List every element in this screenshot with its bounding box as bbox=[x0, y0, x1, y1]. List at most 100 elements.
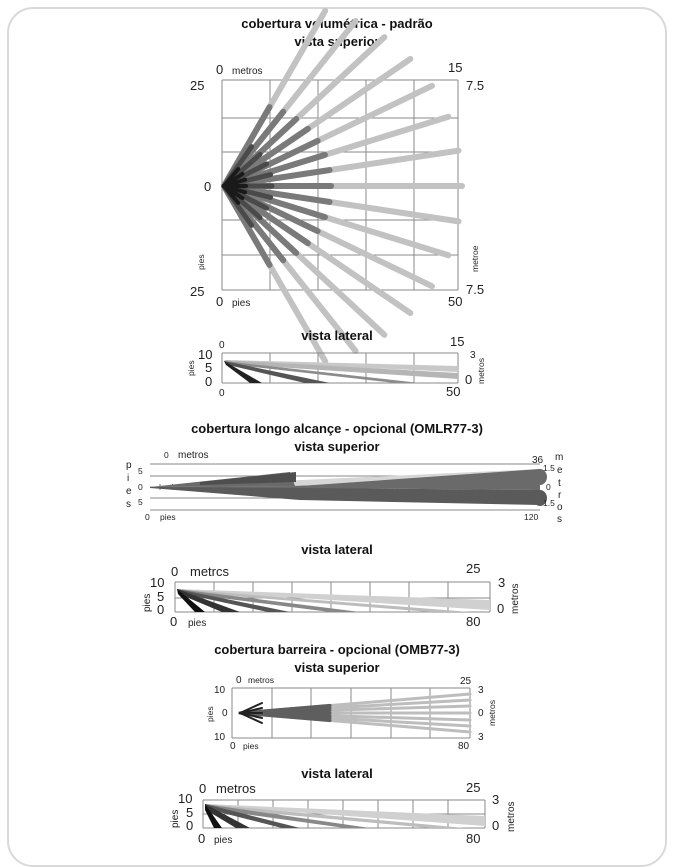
section3-top-r-mid: 0 bbox=[478, 708, 484, 719]
section2-top-left-unit: p i e s bbox=[126, 460, 132, 510]
section3-top-left-unit: pies bbox=[205, 706, 215, 722]
section3-side-left-unit: pies bbox=[170, 810, 181, 828]
section2-side-tr: 25 bbox=[466, 561, 480, 576]
section2-top-br: 120 bbox=[524, 512, 538, 522]
section1-top-right-unit: metroe bbox=[470, 245, 480, 272]
section2-side-beams bbox=[177, 589, 490, 612]
section3-side-br: 80 bbox=[466, 831, 480, 846]
section3-top-left-0: 0 bbox=[222, 708, 228, 719]
section1-top-bl-unit: pies bbox=[232, 298, 250, 309]
section3-side-tl-unit: metros bbox=[216, 781, 256, 796]
section2-side-left-unit: pies bbox=[142, 594, 153, 612]
section1-side-tr: 15 bbox=[450, 334, 464, 349]
section3-side-right-unit: metros bbox=[506, 801, 517, 832]
section3-side-subtitle: vista lateral bbox=[301, 766, 373, 781]
section2-side-tr-m: 3 bbox=[498, 575, 505, 590]
section3-title: cobertura barreira - opcional (OMB77-3) bbox=[214, 642, 460, 657]
section1-top-tl-zero: 0 bbox=[216, 62, 223, 77]
section1-top-left-unit: pies bbox=[196, 254, 206, 270]
section3-top-left-10b: 10 bbox=[214, 732, 226, 743]
section1-top-left-top: 25 bbox=[190, 78, 204, 93]
svg-text:o: o bbox=[557, 502, 563, 513]
section2-top-left-0: 0 bbox=[138, 482, 143, 492]
section3-top-br: 80 bbox=[458, 741, 470, 752]
svg-text:e: e bbox=[126, 486, 132, 497]
section1-top-tr: 15 bbox=[448, 60, 462, 75]
section3-side-beams bbox=[205, 804, 485, 828]
svg-text:t: t bbox=[558, 478, 561, 489]
section2-side-subtitle: vista lateral bbox=[301, 542, 373, 557]
section1-side-tr-m: 3 bbox=[470, 350, 476, 361]
section3-top-tl-unit: metros bbox=[248, 675, 274, 685]
section2-top-r-bot: 1.5 bbox=[543, 498, 555, 508]
section2-side-tl-unit: metrcs bbox=[190, 564, 230, 579]
section3-top-r-top: 3 bbox=[478, 685, 484, 696]
section2-side-br: 80 bbox=[466, 614, 480, 629]
section2-top-tl-unit: metros bbox=[178, 450, 209, 461]
section2-side-left-0: 0 bbox=[157, 602, 164, 617]
section1-side-tl-zero: 0 bbox=[219, 340, 225, 351]
section3-side-bl-zero: 0 bbox=[198, 831, 205, 846]
section2-title: cobertura longo alcançe - opcional (OMLR… bbox=[191, 421, 483, 436]
section3-top-r-bot: 3 bbox=[478, 732, 484, 743]
section2-side-right-unit: metros bbox=[510, 583, 521, 614]
section1-side-beams bbox=[224, 360, 458, 383]
section3-top-tl-zero: 0 bbox=[236, 675, 242, 686]
svg-text:m: m bbox=[555, 452, 563, 463]
section2-top-tl-zero: 0 bbox=[164, 450, 169, 460]
section2-top-r-top: 1.5 bbox=[543, 463, 555, 473]
section1-side-left-10: 10 bbox=[198, 347, 212, 362]
section1-top-br-m: 7.5 bbox=[466, 282, 484, 297]
section1-top-br: 50 bbox=[448, 294, 462, 309]
section3-side-tr-m: 3 bbox=[492, 792, 499, 807]
section2-side-left-5: 5 bbox=[157, 589, 164, 604]
section1-top-beams bbox=[221, 7, 465, 365]
section3-top-right-unit: metros bbox=[487, 700, 497, 726]
section1-side-left-5: 5 bbox=[205, 360, 212, 375]
section3-side-tr: 25 bbox=[466, 780, 480, 795]
svg-text:s: s bbox=[557, 514, 562, 525]
section3-side-left-0: 0 bbox=[186, 818, 193, 833]
section2-top-left-5a: 5 bbox=[138, 466, 143, 476]
section1-top-tl-unit: metros bbox=[232, 66, 263, 77]
section2-side-right-0: 0 bbox=[497, 601, 504, 616]
section2-side-left-10: 10 bbox=[150, 575, 164, 590]
section2-top-right-unit: m e t r o s bbox=[555, 452, 563, 525]
section3-side-tl-zero: 0 bbox=[199, 781, 206, 796]
section1-side-left-unit: pies bbox=[186, 360, 196, 376]
section3-side-right-0: 0 bbox=[492, 818, 499, 833]
section3-top-bl-zero: 0 bbox=[230, 741, 236, 752]
section1-title: cobertura volumétrica - padrão bbox=[241, 16, 432, 31]
section2-top-bl-zero: 0 bbox=[145, 512, 150, 522]
svg-text:e: e bbox=[557, 465, 563, 476]
coverage-diagram: cobertura volumétrica - padrão vista sup… bbox=[126, 7, 563, 846]
section1-top-tr-m: 7.5 bbox=[466, 78, 484, 93]
section1-side-left-0: 0 bbox=[205, 374, 212, 389]
section1-top-bl-zero: 0 bbox=[216, 294, 223, 309]
section2-top-beams bbox=[150, 469, 547, 506]
section1-side-br: 50 bbox=[446, 384, 460, 399]
section2-side-tl-zero: 0 bbox=[171, 564, 178, 579]
section2-top-r-mid: 0 bbox=[546, 482, 551, 492]
svg-text:r: r bbox=[558, 490, 562, 501]
section1-side-right-0: 0 bbox=[465, 372, 472, 387]
svg-text:p: p bbox=[126, 460, 132, 471]
section3-side-left-5: 5 bbox=[186, 805, 193, 820]
section1-top-left-mid: 0 bbox=[204, 179, 211, 194]
section2-side-bl-unit: pies bbox=[188, 618, 206, 629]
svg-text:i: i bbox=[127, 473, 129, 484]
section1-side-bl-zero: 0 bbox=[219, 388, 225, 399]
section1-side-right-unit: metros bbox=[476, 358, 486, 384]
section2-top-left-5b: 5 bbox=[138, 497, 143, 507]
section1-top-left-bot: 25 bbox=[190, 284, 204, 299]
section3-side-left-10: 10 bbox=[178, 791, 192, 806]
section1-side-subtitle: vista lateral bbox=[301, 328, 373, 343]
svg-text:s: s bbox=[126, 499, 131, 510]
section2-top-subtitle: vista superior bbox=[294, 439, 379, 454]
section3-side-bl-unit: pies bbox=[214, 835, 232, 846]
section2-top-tr: 36 bbox=[532, 455, 544, 466]
section3-top-tr: 25 bbox=[460, 676, 472, 687]
section3-top-left-10a: 10 bbox=[214, 685, 226, 696]
section2-top-bl-unit: pies bbox=[160, 512, 176, 522]
section3-top-subtitle: vista superior bbox=[294, 660, 379, 675]
